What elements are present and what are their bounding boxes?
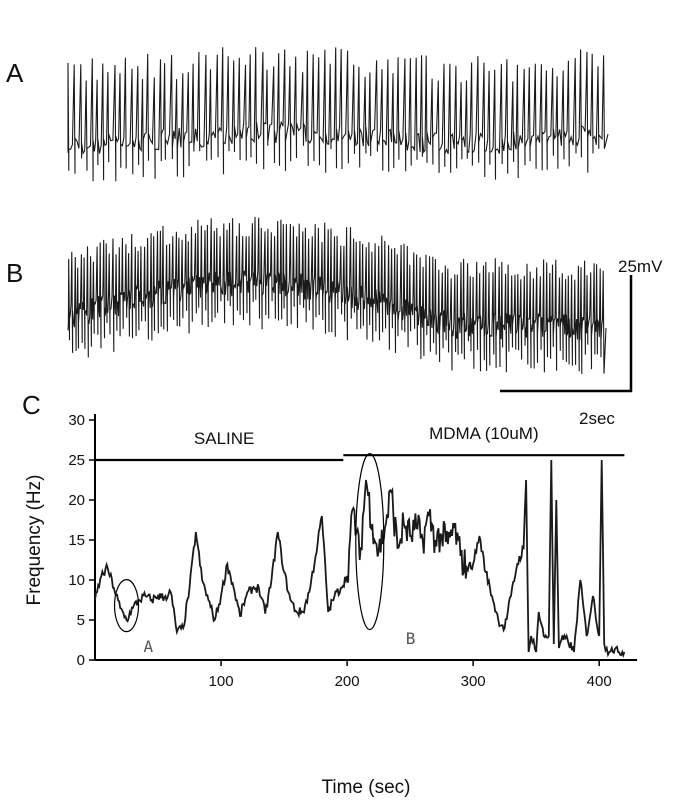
x-axis-label: Time (sec) xyxy=(321,777,410,798)
trace-a xyxy=(67,47,609,182)
x-tick-label: 200 xyxy=(335,673,360,690)
y-tick-label: 10 xyxy=(68,572,85,589)
panel-a-label: A xyxy=(6,58,24,88)
y-tick-label: 15 xyxy=(68,532,85,549)
panel-c-label: C xyxy=(22,390,41,420)
plot-axes: 0 5 10 15 20 25 30 100 200 300 400 Time (sec) Freque… xyxy=(24,412,637,798)
treatment-bar-label: SALINE xyxy=(194,429,254,448)
annotation-label: A xyxy=(144,637,154,656)
treatment-bar-label: MDMA (10uM) xyxy=(429,424,539,443)
panel-b-label: B xyxy=(6,258,23,288)
annotation-ellipse xyxy=(113,578,140,633)
y-tick-label: 25 xyxy=(68,452,85,469)
x-tick-label: 100 xyxy=(209,673,234,690)
scale-bar-voltage-label: 25mV xyxy=(618,257,663,276)
frequency-plot: 0 5 10 15 20 25 30 100 200 300 400 Time (sec) Freque… xyxy=(24,412,637,798)
trace-b xyxy=(67,216,607,375)
annotation-label: B xyxy=(406,629,416,648)
y-tick-label: 20 xyxy=(68,492,85,509)
treatment-bars: SALINE MDMA (10uM) xyxy=(95,424,625,462)
annotation-ellipse xyxy=(355,452,385,631)
scale-bar-time-label: 2sec xyxy=(579,409,615,428)
frequency-line xyxy=(94,459,626,659)
x-tick-label: 400 xyxy=(587,673,612,690)
y-tick-label: 0 xyxy=(77,652,85,669)
y-axis-label: Frequency (Hz) xyxy=(24,475,45,606)
y-tick-label: 30 xyxy=(68,412,85,429)
x-tick-label: 300 xyxy=(461,673,486,690)
y-tick-label: 5 xyxy=(77,612,85,629)
